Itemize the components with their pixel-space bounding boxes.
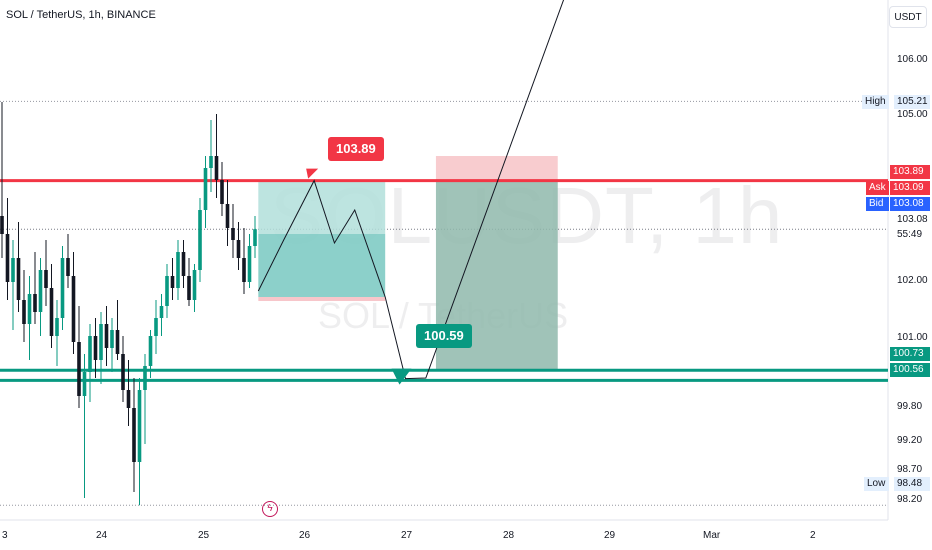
high-label: High — [862, 95, 889, 109]
candle-body — [143, 366, 147, 390]
candle-body — [198, 210, 202, 270]
candle-body — [5, 234, 10, 282]
entry-target-zone — [258, 180, 386, 234]
currency-button[interactable]: USDT — [889, 6, 927, 28]
candle-body — [55, 318, 59, 336]
candle-body — [22, 300, 26, 324]
high-value: 105.21 — [894, 95, 930, 109]
candle-body — [60, 258, 65, 318]
support-upper-price-tag: 100.73 — [890, 347, 930, 361]
candle-body — [71, 276, 76, 342]
ask-value: 103.09 — [890, 181, 930, 195]
support-lower-price-tag: 100.56 — [890, 363, 930, 377]
candle-body — [110, 330, 114, 348]
candle-body — [154, 318, 158, 336]
candle-body — [181, 252, 186, 276]
candle-body — [165, 276, 169, 306]
candle-body — [220, 180, 224, 204]
candle-body — [82, 372, 87, 396]
time-tick: 2 — [810, 530, 816, 541]
price-tick: 99.20 — [897, 435, 923, 446]
candle-body — [33, 294, 37, 312]
time-tick: 28 — [503, 530, 515, 541]
low-label: Low — [864, 477, 889, 491]
candle-body — [192, 270, 197, 300]
time-tick: 26 — [299, 530, 311, 541]
candle-body — [93, 336, 98, 360]
candle-body — [104, 324, 109, 348]
candle-body — [236, 240, 241, 258]
candle-body — [66, 258, 70, 276]
candle-body — [115, 330, 120, 354]
price-tick: 101.00 — [897, 332, 928, 343]
candle-body — [170, 276, 175, 288]
candle-body — [44, 270, 48, 288]
bid-value: 103.08 — [890, 197, 930, 211]
candle-body — [148, 336, 153, 366]
price-tick: 103.08 — [897, 214, 928, 225]
time-tick: 25 — [198, 530, 210, 541]
candle-body — [132, 408, 136, 462]
candle-body — [176, 252, 180, 288]
resistance-callout-pointer — [306, 168, 319, 179]
candle-body — [0, 216, 4, 234]
price-tick: 99.80 — [897, 401, 923, 412]
candle-body — [247, 246, 252, 282]
candle-body — [253, 229, 257, 246]
support-callout[interactable]: 100.59 — [416, 324, 472, 348]
candle-body — [137, 390, 142, 462]
short-stop-zone — [435, 156, 558, 181]
support-callout-pointer — [391, 368, 412, 385]
time-tick: 29 — [604, 530, 616, 541]
price-tick: 98.20 — [897, 494, 923, 505]
ask-label: Ask — [866, 181, 889, 195]
candle-body — [88, 336, 92, 372]
candle-body — [126, 390, 131, 408]
low-value: 98.48 — [894, 477, 930, 491]
candle-body — [214, 156, 219, 180]
projection-path — [257, 0, 565, 380]
candle-body — [203, 168, 208, 210]
countdown-timer: 55:49 — [897, 229, 923, 240]
candle-body — [187, 276, 191, 300]
time-tick: 24 — [96, 530, 108, 541]
price-tick: 106.00 — [897, 54, 928, 65]
entry-stop-zone — [258, 297, 386, 301]
price-tick: 102.00 — [897, 275, 928, 286]
candle-body — [77, 342, 81, 396]
time-tick: Mar — [703, 530, 721, 541]
resistance-callout[interactable]: 103.89 — [328, 137, 384, 161]
candle-body — [159, 306, 164, 318]
symbol-title[interactable]: SOL / TetherUS, 1h, BINANCE — [6, 9, 156, 21]
time-tick: 27 — [401, 530, 413, 541]
entry-profit-zone — [258, 234, 386, 297]
price-tick: 105.00 — [897, 109, 928, 120]
time-tick: 3 — [2, 530, 8, 541]
candle-body — [49, 288, 54, 336]
price-tick: 98.70 — [897, 464, 923, 475]
candle-body — [11, 258, 15, 282]
candle-body — [121, 354, 125, 390]
candle-body — [99, 324, 103, 360]
candle-body — [16, 258, 21, 300]
candle-body — [27, 294, 32, 324]
resistance-price-tag: 103.89 — [890, 165, 930, 179]
candle-body — [225, 204, 230, 228]
candle-body — [38, 270, 43, 312]
candle-body — [209, 156, 213, 168]
bid-label: Bid — [866, 197, 889, 211]
candle-body — [231, 228, 235, 240]
lightning-alert-icon[interactable]: ϟ — [262, 501, 278, 517]
candle-body — [242, 258, 246, 282]
